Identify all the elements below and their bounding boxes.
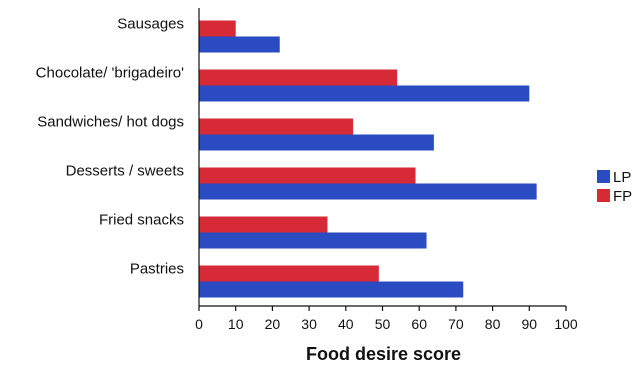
legend-swatch-lp — [597, 170, 610, 183]
category-label: Pastries — [130, 261, 184, 278]
x-tick-label: 60 — [411, 316, 427, 332]
bar-lp-pastries — [199, 281, 464, 298]
legend-swatch-fp — [597, 189, 610, 202]
bar-fp-sausages — [199, 20, 236, 37]
legend-label-lp: LP — [613, 169, 631, 186]
legend: LP FP — [597, 169, 632, 205]
category-label: Sandwiches/ hot dogs — [37, 114, 184, 131]
x-axis-ticks: 0 10 20 30 40 50 60 70 80 90 100 — [195, 306, 578, 332]
x-tick-label: 30 — [301, 316, 317, 332]
bar-fp-fried-snacks — [199, 216, 328, 233]
x-tick-label: 100 — [554, 316, 578, 332]
bar-fp-chocolate-brigadeiro — [199, 69, 398, 86]
bar-fp-desserts-sweets — [199, 167, 416, 184]
bar-lp-fried-snacks — [199, 232, 427, 249]
x-tick-label: 80 — [485, 316, 501, 332]
category-label: Chocolate/ 'brigadeiro' — [36, 65, 184, 82]
bars-group — [199, 20, 537, 298]
x-tick-label: 20 — [265, 316, 281, 332]
x-tick-label: 50 — [375, 316, 391, 332]
bar-lp-sausages — [199, 36, 280, 53]
bar-lp-desserts-sweets — [199, 183, 537, 200]
x-tick-label: 10 — [228, 316, 244, 332]
category-label: Fried snacks — [99, 212, 184, 229]
bar-lp-chocolate-brigadeiro — [199, 85, 530, 102]
x-tick-label: 90 — [522, 316, 538, 332]
legend-label-fp: FP — [613, 188, 632, 205]
bar-fp-sandwiches-hot-dogs — [199, 118, 354, 135]
category-labels: Sausages Chocolate/ 'brigadeiro' Sandwiche… — [36, 16, 184, 278]
bar-lp-sandwiches-hot-dogs — [199, 134, 434, 151]
category-label: Sausages — [117, 16, 184, 33]
x-tick-label: 70 — [448, 316, 464, 332]
x-tick-label: 0 — [195, 316, 203, 332]
bar-fp-pastries — [199, 265, 379, 282]
category-label: Desserts / sweets — [66, 163, 184, 180]
x-tick-label: 40 — [338, 316, 354, 332]
x-axis-title: Food desire score — [306, 344, 461, 364]
